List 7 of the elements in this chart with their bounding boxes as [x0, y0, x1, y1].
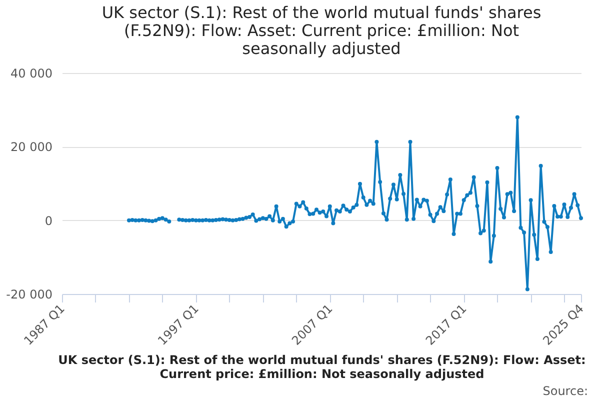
- chart-title: UK sector (S.1): Rest of the world mutual funds' shares (F.52N9): Flow: Asset: Current price: £million: Not seasonally adjusted: [102, 3, 542, 58]
- x-axis-title: UK sector (S.1): Rest of the world mutual funds' shares (F.52N9): Flow: Asset: Current price: £million: Not seasonally adjusted: [58, 353, 586, 382]
- y-tick-label: 0: [44, 214, 52, 228]
- y-tick-label: 20 000: [10, 140, 52, 154]
- y-tick-label: -20 000: [6, 288, 52, 302]
- source-note: Source:: [542, 384, 588, 398]
- y-tick-label: 40 000: [10, 66, 52, 80]
